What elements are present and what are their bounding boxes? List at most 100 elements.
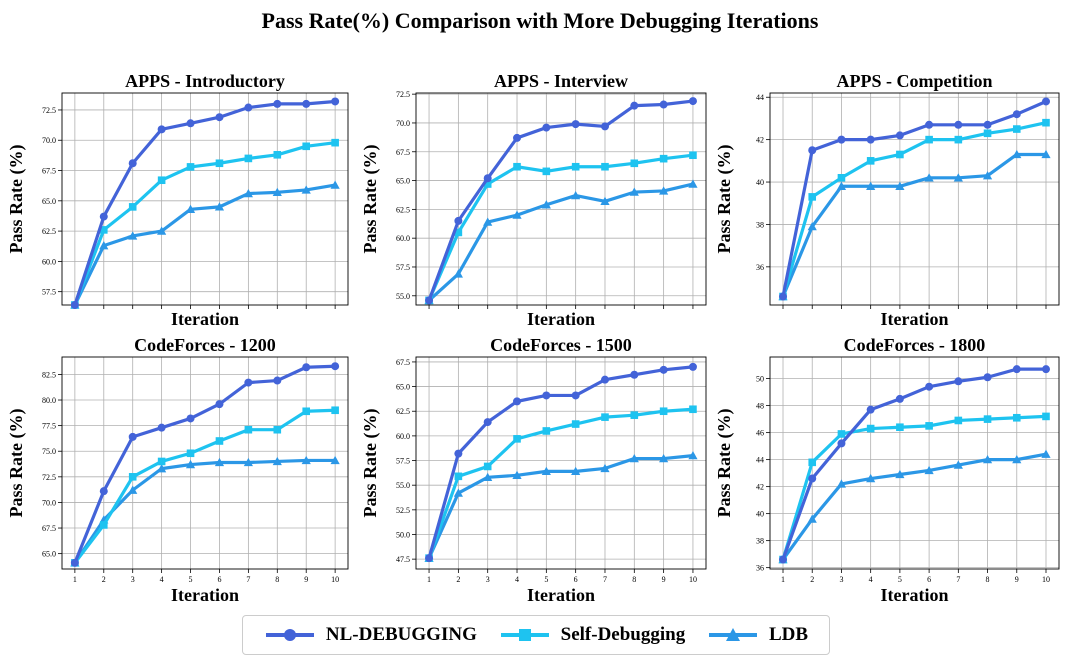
data-point [954, 120, 963, 129]
series-line [427, 99, 694, 301]
x-tick-label: 1 [427, 575, 431, 584]
data-point [483, 174, 492, 183]
data-point [808, 193, 817, 201]
charts-canvas: APPS - Introductory 57.5 60.0 62.5 65.0 67.5 7… [6, 71, 1060, 605]
data-point [953, 173, 963, 182]
legend-item-ldb: LDB [707, 624, 808, 646]
data-point [688, 179, 698, 188]
y-tick-label: 67.5 [42, 524, 56, 533]
data-point [1012, 149, 1022, 159]
y-tick-label: 62.5 [396, 407, 410, 416]
data-point [331, 406, 339, 415]
data-point [214, 457, 225, 467]
y-tick-label: 65.0 [42, 550, 56, 559]
x-tick-label: 2 [810, 575, 814, 584]
data-point [70, 558, 79, 567]
x-tick-label: 4 [515, 575, 519, 584]
data-point [571, 120, 580, 129]
data-point [331, 97, 340, 106]
y-tick-label: 38 [756, 537, 764, 546]
data-point [541, 200, 551, 209]
y-tick-label: 42 [756, 483, 764, 492]
data-point [541, 466, 551, 476]
x-tick-label: 9 [304, 575, 308, 584]
data-point [866, 157, 875, 165]
data-point [186, 163, 195, 171]
y-tick-label: 67.5 [396, 358, 410, 367]
x-tick-label: 8 [275, 575, 279, 584]
x-tick-label: 1 [781, 575, 785, 584]
plot-frame [769, 92, 1060, 306]
series-ldb [778, 149, 1051, 301]
data-point [1041, 149, 1051, 159]
data-point [273, 425, 282, 434]
y-tick-label: 65.0 [42, 197, 56, 206]
series-line [73, 99, 336, 306]
data-point [601, 162, 609, 171]
series-line [781, 452, 1047, 561]
data-point [659, 154, 668, 163]
series-self-debugging [425, 405, 697, 562]
data-point [925, 135, 933, 144]
data-point [836, 181, 847, 190]
data-point [215, 113, 224, 122]
data-point [1041, 365, 1050, 374]
plot-frame [769, 356, 1060, 570]
y-tick-label: 62.5 [42, 227, 56, 236]
x-tick-label: 6 [574, 575, 578, 584]
x-axis-label: Iteration [881, 309, 949, 329]
data-point [483, 418, 492, 427]
data-point [837, 174, 846, 182]
series-line [427, 365, 694, 559]
data-point [157, 176, 166, 185]
data-point [689, 151, 697, 160]
data-point [453, 488, 463, 497]
data-point [896, 150, 904, 159]
data-point [808, 146, 817, 155]
data-point [483, 462, 492, 471]
data-point [157, 125, 166, 134]
data-point [512, 470, 522, 480]
data-point [895, 181, 905, 190]
data-point [953, 460, 963, 469]
data-point [983, 120, 992, 129]
data-point [331, 138, 339, 147]
y-tick-label: 65.0 [396, 383, 410, 392]
data-point [425, 296, 434, 305]
data-point [70, 301, 79, 309]
data-point [983, 129, 992, 138]
data-point [542, 427, 551, 435]
series-ldb [424, 451, 698, 562]
x-tick-label: 4 [160, 575, 164, 584]
data-point [302, 363, 311, 372]
data-point [244, 378, 253, 387]
data-point [954, 416, 963, 425]
data-point [600, 196, 610, 205]
data-point [243, 457, 253, 467]
data-point [895, 469, 905, 479]
y-tick-label: 67.5 [396, 148, 410, 157]
x-tick-label: 1 [73, 575, 77, 584]
data-point [629, 187, 639, 196]
data-point [601, 413, 609, 421]
plot-frame [415, 92, 707, 306]
y-tick-label: 72.5 [396, 90, 410, 99]
y-tick-label: 44 [756, 456, 764, 465]
data-point [571, 162, 580, 171]
data-point [244, 103, 253, 112]
x-tick-label: 2 [456, 575, 460, 584]
x-tick-label: 7 [246, 575, 250, 584]
data-point [330, 455, 340, 465]
y-tick-label: 42 [756, 136, 764, 145]
y-tick-label: 50 [756, 375, 764, 384]
data-point [837, 430, 846, 438]
series-line [781, 152, 1046, 298]
x-axis-label: Iteration [171, 585, 239, 605]
series-self-debugging [71, 138, 339, 309]
chart-apps-introductory: APPS - Introductory 57.5 60.0 62.5 65.0 67.5 7… [6, 71, 349, 329]
data-point [688, 362, 697, 371]
data-point [185, 459, 196, 469]
data-point [630, 411, 639, 419]
data-point [128, 485, 138, 494]
legend-label-self-debugging: Self-Debugging [560, 624, 686, 645]
